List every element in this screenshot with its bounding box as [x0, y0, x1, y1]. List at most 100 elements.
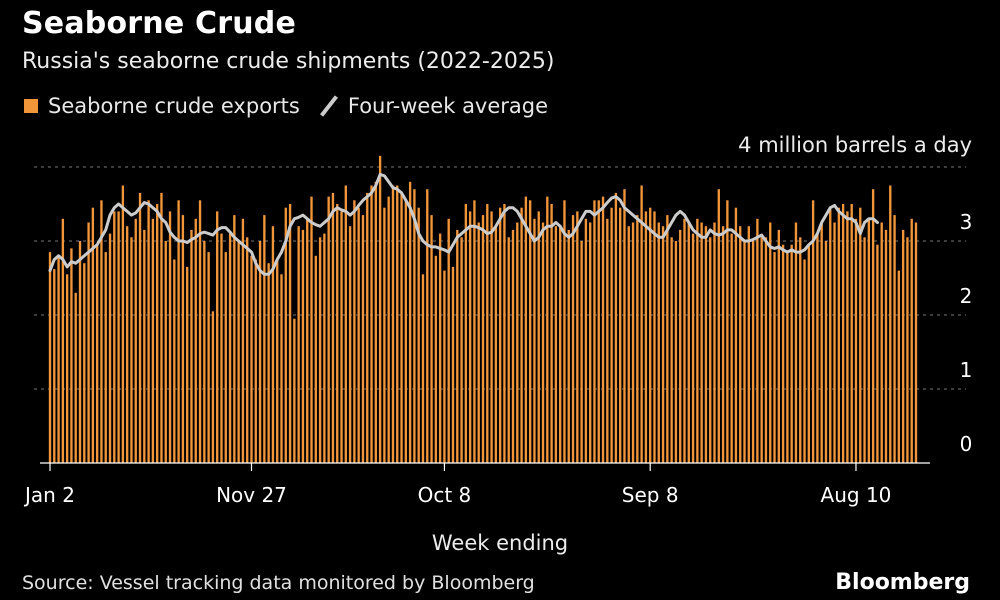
bar	[546, 196, 549, 463]
bar	[511, 229, 515, 463]
bar	[876, 244, 879, 463]
bar	[391, 185, 395, 463]
bar	[361, 215, 365, 463]
bar	[430, 215, 433, 463]
bar	[460, 237, 463, 463]
bar	[653, 211, 656, 463]
bar	[413, 189, 416, 463]
bar	[597, 200, 600, 464]
bar	[571, 215, 575, 463]
bar	[74, 292, 77, 463]
bar	[709, 237, 712, 463]
bar	[859, 207, 862, 463]
bar	[627, 226, 630, 463]
bar	[125, 226, 129, 463]
bar	[468, 211, 472, 463]
bar	[558, 226, 562, 463]
bar	[593, 200, 596, 464]
bar	[769, 222, 772, 463]
bar	[293, 318, 296, 463]
bar	[811, 200, 815, 464]
bar	[541, 222, 545, 463]
bar	[108, 233, 112, 463]
bar	[173, 259, 176, 463]
legend-bars-label: Seaborne crude exports	[48, 94, 300, 118]
bar	[786, 252, 789, 463]
bar	[447, 218, 450, 463]
bar	[451, 266, 455, 463]
bar	[528, 200, 532, 464]
bar	[348, 226, 352, 463]
bar	[743, 241, 746, 463]
bar	[155, 204, 159, 463]
bar	[829, 207, 832, 463]
bar	[674, 241, 678, 463]
bar	[267, 263, 270, 463]
y-tick-label: 1	[960, 358, 973, 382]
x-tick-label: Jan 2	[23, 483, 75, 507]
bar	[644, 211, 648, 463]
bar	[464, 204, 468, 463]
bar	[168, 211, 172, 463]
bar	[198, 200, 202, 464]
bar	[833, 222, 836, 463]
legend-line-label: Four-week average	[347, 94, 549, 118]
legend-item-bars: Seaborne crude exports	[24, 94, 300, 118]
bar	[276, 259, 279, 463]
bar	[901, 229, 905, 463]
bar	[751, 241, 755, 463]
bar	[263, 215, 266, 463]
bar	[533, 218, 536, 463]
y-tick-label: 0	[960, 432, 973, 456]
bar	[846, 211, 849, 463]
bar	[91, 207, 95, 463]
bar	[781, 244, 785, 463]
bar	[65, 274, 69, 463]
bar	[871, 189, 875, 463]
bar	[117, 211, 120, 463]
bar	[477, 222, 480, 463]
bar	[357, 207, 360, 463]
bar	[344, 185, 347, 463]
bar	[880, 222, 883, 463]
bar	[631, 222, 635, 463]
bar	[507, 237, 510, 463]
x-tick-label: Nov 27	[216, 483, 287, 507]
bar	[713, 222, 716, 463]
bar	[160, 192, 163, 463]
y-axis-unit-label: 4 million barrels a day	[738, 133, 972, 157]
bar	[576, 211, 579, 463]
bar	[306, 218, 309, 463]
bar	[614, 192, 618, 463]
bar	[537, 211, 540, 463]
bar	[734, 207, 738, 463]
bar	[516, 222, 519, 463]
bar	[691, 233, 695, 463]
bar	[721, 226, 725, 463]
bar	[404, 200, 408, 464]
bar	[104, 252, 107, 463]
bar	[340, 211, 343, 463]
x-axis-title: Week ending	[432, 531, 568, 555]
chart-subtitle: Russia's seaborne crude shipments (2022-…	[22, 49, 555, 74]
bar	[679, 229, 682, 463]
bar	[228, 233, 232, 463]
bar	[717, 189, 720, 463]
bar	[216, 211, 219, 463]
bar	[134, 218, 137, 463]
bar	[897, 270, 901, 463]
bar	[820, 222, 823, 463]
bar	[318, 237, 322, 463]
bar	[70, 248, 73, 463]
bar	[87, 222, 90, 463]
series-line-four-week-average	[48, 172, 879, 276]
bar	[794, 222, 798, 463]
bar	[438, 233, 442, 463]
bar	[297, 226, 300, 463]
bar	[704, 226, 708, 463]
bar	[700, 222, 703, 463]
bar	[220, 233, 223, 463]
bar	[310, 196, 313, 463]
bar	[353, 200, 356, 464]
